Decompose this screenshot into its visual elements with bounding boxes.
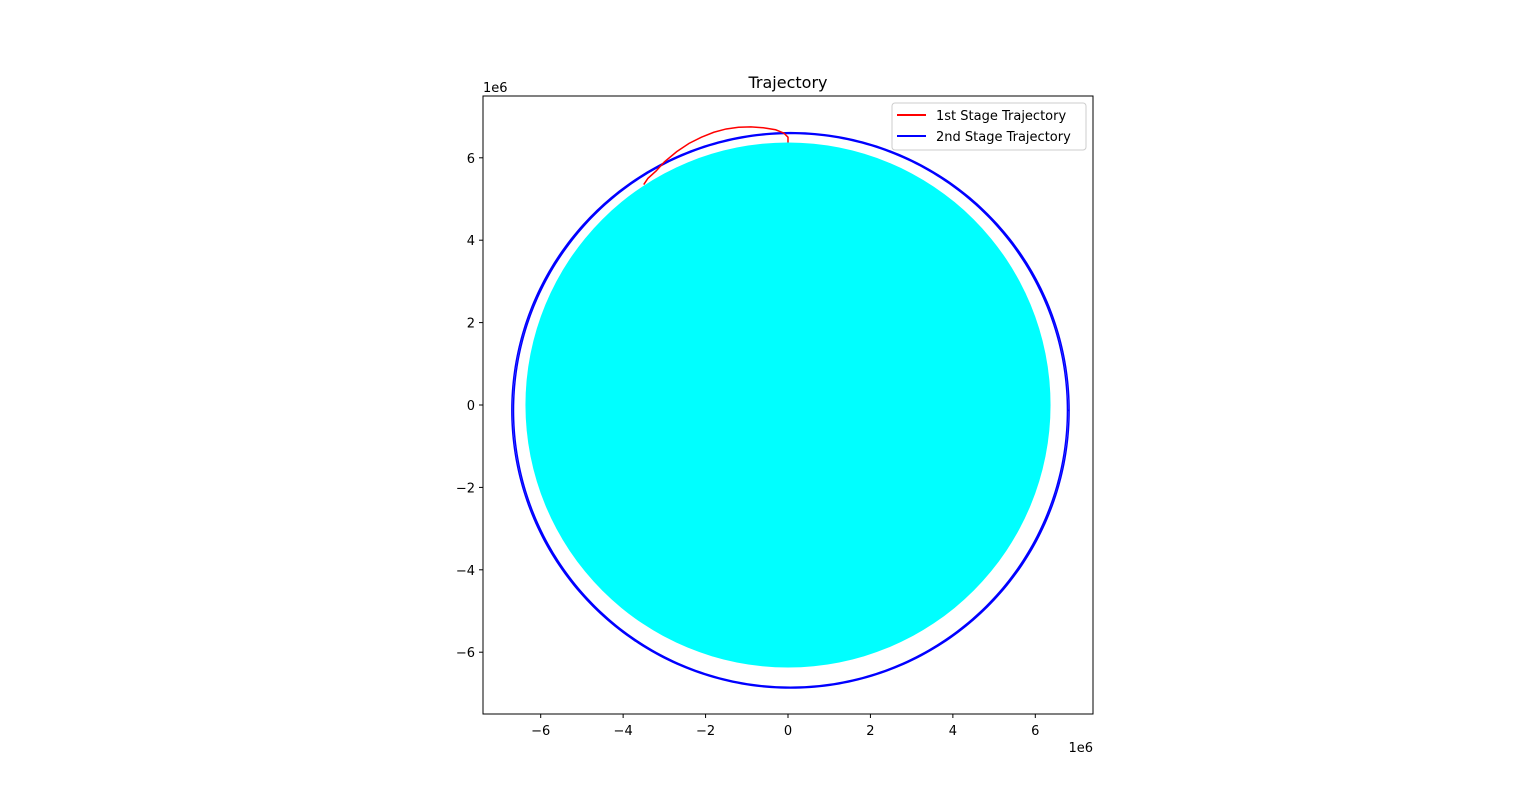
- y-tick-label: −6: [456, 646, 475, 661]
- x-tick-label: −2: [696, 724, 715, 739]
- x-axis: −6 −4 −2 0 2 4 6: [531, 714, 1039, 739]
- x-tick-label: 6: [1031, 724, 1039, 739]
- y-offset-label: 1e6: [483, 81, 508, 96]
- x-tick-label: 0: [784, 724, 792, 739]
- x-offset-label: 1e6: [1068, 741, 1093, 756]
- legend-label-1st-stage: 1st Stage Trajectory: [936, 109, 1066, 124]
- x-tick-label: −4: [614, 724, 633, 739]
- x-tick-label: 4: [949, 724, 957, 739]
- y-axis: −6 −4 −2 0 2 4 6: [456, 152, 483, 661]
- y-tick-label: 0: [467, 399, 475, 414]
- legend-label-2nd-stage: 2nd Stage Trajectory: [936, 130, 1071, 145]
- y-tick-label: −2: [456, 481, 475, 496]
- x-tick-label: −6: [531, 724, 550, 739]
- legend-box: [891, 102, 1087, 151]
- y-tick-label: 2: [467, 317, 475, 332]
- y-tick-label: −4: [456, 564, 475, 579]
- planet-disc: [525, 142, 1051, 668]
- series-line-1st-stage: [643, 126, 789, 185]
- x-tick-label: 2: [866, 724, 874, 739]
- y-tick-label: 4: [467, 234, 475, 249]
- legend: 1st Stage Trajectory 2nd Stage Trajector…: [891, 102, 1087, 151]
- y-tick-label: 6: [467, 152, 475, 167]
- series-line-2nd-stage: [511, 131, 1070, 689]
- plot-area: [511, 126, 1070, 689]
- chart-title: Trajectory: [748, 73, 828, 92]
